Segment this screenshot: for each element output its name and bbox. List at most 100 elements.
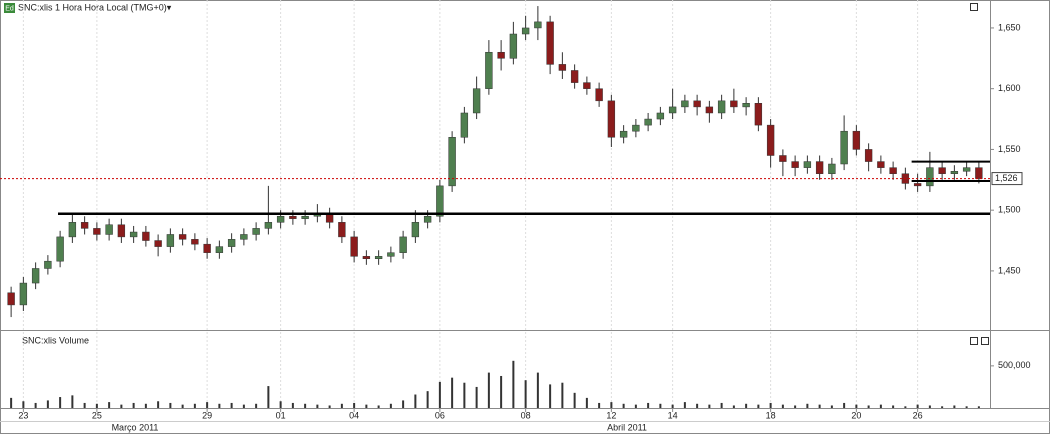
- volume-bar: [769, 402, 772, 408]
- volume-bar: [340, 403, 343, 408]
- candle-body: [852, 130, 861, 150]
- volume-bar: [549, 384, 552, 408]
- volume-bar: [193, 403, 196, 408]
- volume-bar: [781, 404, 784, 408]
- candle-body: [975, 167, 983, 179]
- volume-bar: [622, 403, 625, 408]
- volume-bar: [904, 406, 907, 408]
- candle-body: [509, 33, 518, 59]
- x-tick-label: 12: [606, 410, 616, 420]
- x-tick-label: 08: [521, 410, 531, 420]
- volume-bar: [132, 402, 135, 408]
- candle-body: [705, 106, 714, 114]
- volume-bar: [304, 403, 307, 408]
- candle-body: [656, 112, 665, 120]
- candle-body: [472, 88, 481, 114]
- volume-bar: [438, 381, 441, 408]
- volume-bar: [683, 402, 686, 408]
- volume-bar: [916, 404, 919, 408]
- volume-bar: [720, 402, 723, 408]
- volume-bar: [451, 377, 454, 408]
- candle-body: [80, 222, 89, 229]
- volume-bar: [267, 386, 270, 408]
- candle-body: [117, 224, 126, 238]
- candle-body: [399, 236, 407, 253]
- volume-bar: [414, 394, 417, 408]
- volume-bar: [696, 403, 699, 408]
- candle-body: [766, 124, 775, 156]
- candle-body: [546, 21, 554, 65]
- candle-body: [215, 246, 224, 253]
- volume-bar: [598, 402, 601, 408]
- close-button[interactable]: [981, 337, 989, 345]
- candle-body: [521, 27, 530, 35]
- y-tick-label: 1,500: [998, 205, 1021, 215]
- candle-body: [19, 282, 28, 306]
- volume-bar: [316, 404, 319, 408]
- candle-body: [913, 183, 922, 187]
- volume-bar: [230, 402, 233, 408]
- volume-bar: [512, 360, 515, 408]
- candle-body: [864, 149, 873, 162]
- volume-bar: [818, 404, 821, 408]
- volume-bar: [169, 402, 172, 408]
- candle-body: [534, 21, 542, 29]
- volume-bar: [402, 400, 405, 408]
- maximize-button[interactable]: [970, 3, 978, 11]
- candle-body: [227, 239, 236, 247]
- candle-body: [166, 234, 175, 247]
- month-label: Março 2011: [112, 422, 159, 432]
- candle-body: [607, 100, 616, 138]
- candle-body: [178, 234, 187, 240]
- volume-bar: [157, 401, 160, 408]
- volume-title: SNC:xlis Volume: [22, 335, 89, 345]
- volume-bar: [218, 403, 221, 408]
- last-price-box: [991, 172, 1023, 186]
- icon-badge: [4, 3, 15, 13]
- x-tick-label: 06: [435, 410, 445, 420]
- volume-bar: [353, 402, 356, 408]
- candle-body: [595, 88, 603, 102]
- candle-body: [681, 100, 689, 108]
- candle-body: [203, 243, 211, 253]
- volume-bar: [867, 405, 870, 408]
- candle-body: [644, 118, 652, 126]
- volume-bar: [377, 405, 380, 408]
- x-tick-label: 29: [202, 410, 212, 420]
- last-price-label: 1,526: [995, 173, 1018, 183]
- volume-bar: [977, 406, 980, 408]
- y-tick-label: 1,600: [998, 83, 1021, 93]
- volume-bar: [463, 382, 466, 408]
- x-tick-label: 04: [349, 410, 359, 420]
- volume-bar: [953, 405, 956, 408]
- candle-body: [105, 224, 113, 235]
- candle-body: [730, 100, 738, 108]
- candle-body: [938, 167, 946, 174]
- volume-bar: [95, 403, 98, 408]
- x-tick-label: 25: [92, 410, 102, 420]
- y-tick-label: 1,450: [998, 265, 1021, 275]
- volume-bar: [524, 380, 527, 408]
- candle-body: [485, 51, 493, 89]
- volume-bar: [22, 401, 25, 408]
- y-tick-label: 500,000: [998, 360, 1031, 370]
- month-label: Abril 2011: [607, 422, 647, 432]
- candle-body: [815, 161, 824, 174]
- candle-body: [436, 185, 444, 217]
- candle-body: [779, 155, 787, 162]
- candle-body: [889, 167, 897, 174]
- volume-bar: [144, 403, 147, 408]
- volume-bar: [475, 386, 478, 408]
- volume-bar: [610, 402, 613, 408]
- volume-bar: [671, 404, 674, 408]
- candle-body: [877, 161, 885, 168]
- volume-bar: [659, 403, 662, 408]
- candle-body: [350, 236, 358, 257]
- volume-bar: [806, 403, 809, 408]
- candle-body: [962, 167, 971, 172]
- candle-body: [668, 106, 677, 114]
- candle-body: [191, 239, 199, 245]
- maximize-button[interactable]: [970, 337, 978, 345]
- volume-bar: [83, 402, 86, 408]
